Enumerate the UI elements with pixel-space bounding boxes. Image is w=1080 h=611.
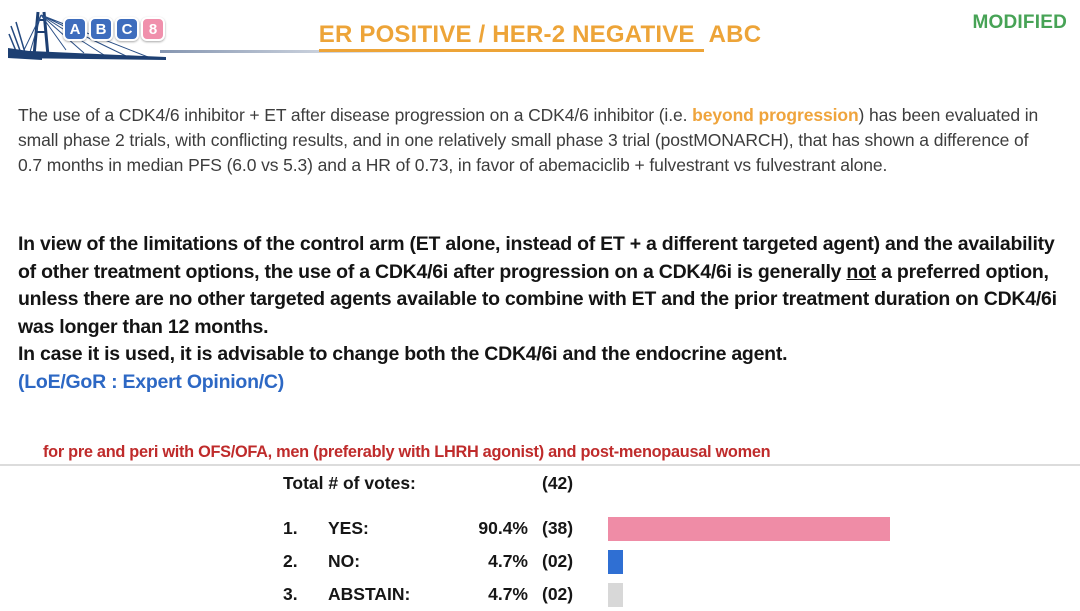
logo-tile-c: C [115, 17, 139, 41]
statement-part1: In view of the limitations of the contro… [18, 233, 1055, 283]
recommendation-statement: In view of the limitations of the contro… [18, 231, 1066, 396]
vote-row-percent: 4.7% [488, 551, 528, 571]
vote-bar-abstain [608, 582, 623, 607]
vote-row-no: 2. NO: 4.7% (02) [283, 545, 922, 578]
title-underlined-text: ER POSITIVE / HER-2 NEGATIVE [318, 21, 704, 52]
loe-gor-label: (LoE/GoR : Expert Opinion/C) [18, 370, 284, 393]
population-note: for pre and peri with OFS/OFA, men (pref… [43, 442, 771, 461]
abc8-logo: A B C 8 [8, 4, 458, 70]
vote-row-percent: 4.7% [488, 584, 528, 604]
bridge-roadway-line [160, 50, 448, 53]
title-suffix: ABC [708, 21, 762, 48]
statement-paragraph: In view of the limitations of the contro… [18, 231, 1066, 341]
vote-row-percent: 90.4% [478, 518, 528, 538]
vote-bar-yes [608, 516, 890, 541]
statement-line2: In case it is used, it is advisable to c… [18, 343, 788, 365]
vote-row-number: 1. [283, 518, 298, 538]
vote-row-label: YES: [328, 518, 369, 538]
statement-not-underlined: not [846, 260, 876, 283]
logo-tile-a: A [63, 17, 87, 41]
vote-total-label: Total # of votes: [283, 472, 416, 493]
intro-text-before: The use of a CDK4/6 inhibitor + ET after… [18, 105, 693, 125]
vote-row-label: ABSTAIN: [328, 584, 411, 604]
logo-tile-b: B [89, 17, 113, 41]
statement-part2: a preferred option, unless there are no … [18, 260, 1057, 338]
vote-row-number: 2. [283, 551, 298, 571]
modified-badge: MODIFIED [972, 12, 1067, 33]
vote-bar-no [608, 549, 623, 574]
vote-row-abstain: 3. ABSTAIN: 4.7% (02) [283, 578, 922, 611]
logo-tile-8: 8 [141, 17, 165, 41]
vote-results: Total # of votes: (42) 1. YES: 90.4% (38… [283, 470, 922, 611]
vote-row-number: 3. [283, 584, 298, 604]
logo-tiles: A B C 8 [63, 17, 165, 41]
beyond-progression-highlight: beyond progression [692, 105, 859, 125]
vote-row-yes: 1. YES: 90.4% (38) [283, 512, 922, 545]
vote-row-count: (02) [542, 584, 574, 604]
vote-row-count: (38) [542, 518, 574, 538]
vote-total-row: Total # of votes: (42) [283, 470, 922, 496]
slide-title: ER POSITIVE / HER-2 NEGATIVE ABC [0, 21, 1080, 52]
vote-row-count: (02) [542, 551, 574, 571]
vote-row-label: NO: [328, 551, 361, 571]
bridge-icon [8, 11, 166, 60]
intro-paragraph: The use of a CDK4/6 inhibitor + ET after… [18, 103, 1048, 178]
vote-total-count: (42) [542, 472, 574, 493]
intro-text-after: ) has been evaluated in small phase 2 tr… [18, 105, 1039, 175]
divider-line [0, 464, 1080, 466]
